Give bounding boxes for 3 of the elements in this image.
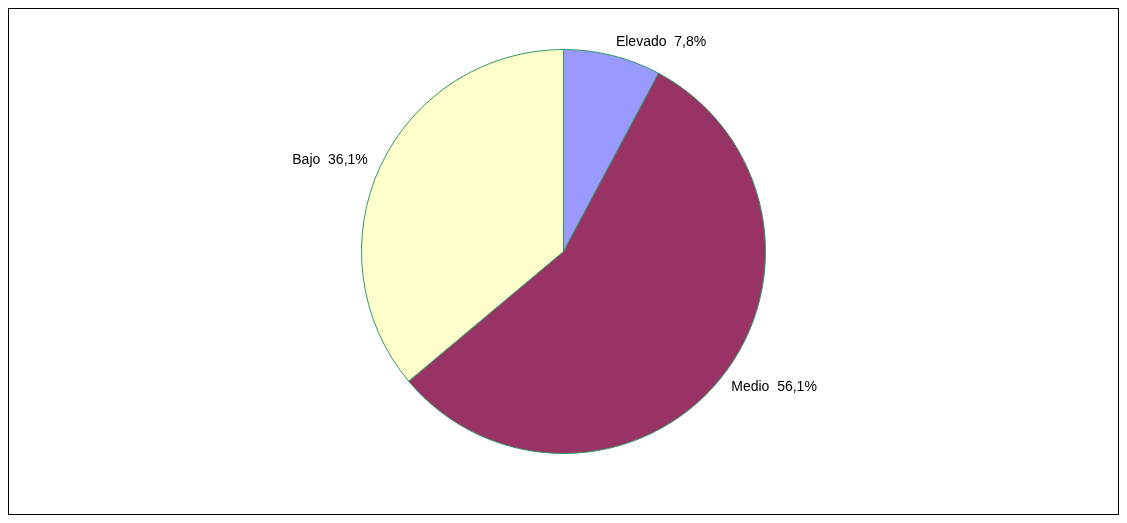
slice-label: Bajo 36,1% [292,151,368,168]
slice-label: Elevado 7,8% [615,32,707,49]
slice-label: Medio 56,1% [731,378,817,395]
